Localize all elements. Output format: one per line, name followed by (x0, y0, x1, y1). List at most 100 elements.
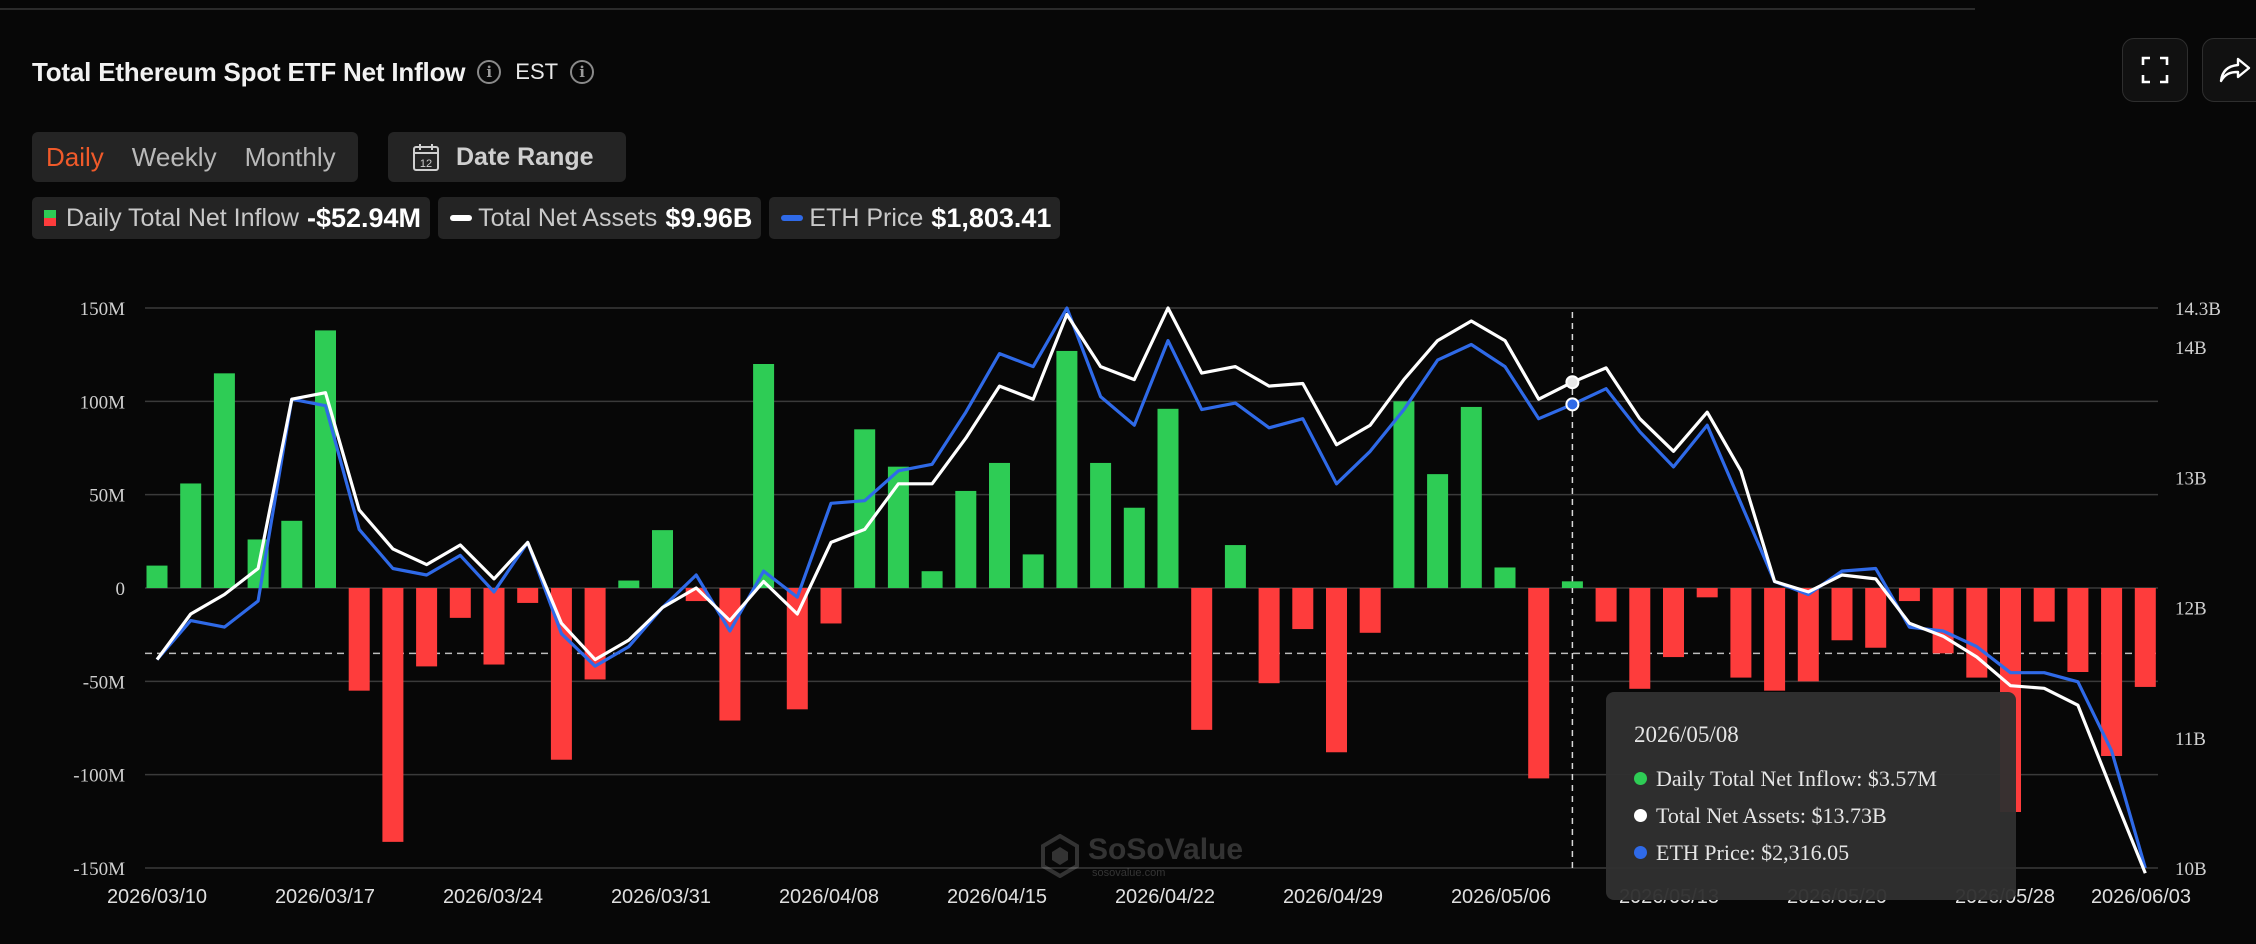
inflow-bar (2067, 588, 2089, 672)
series-lines (155, 306, 2147, 874)
inflow-bar (1022, 554, 1044, 588)
inflow-bar (1191, 588, 1213, 730)
left-tick-label: -150M (73, 859, 125, 880)
inflow-bar (315, 330, 336, 588)
inflow-bar (1561, 581, 1583, 588)
watermark-sub: sosovalue.com (1092, 867, 1166, 879)
price-marker (1565, 397, 1580, 412)
legend-inflow-name: Daily Total Net Inflow (66, 203, 299, 232)
legend-assets[interactable]: Total Net Assets $9.96B (438, 197, 762, 239)
inflow-bar (921, 571, 943, 588)
tooltip-assets: Total Net Assets: $13.73B (1656, 802, 1887, 828)
tooltip-inflow: Daily Total Net Inflow: $3.57M (1656, 765, 1937, 791)
inflow-bar (416, 588, 438, 667)
inflow-bar (1393, 401, 1415, 588)
inflow-bar (1528, 588, 1550, 779)
inflow-bar (449, 588, 471, 618)
inflow-bar (1932, 588, 1954, 654)
hover-markers (1565, 375, 1580, 412)
info-icon[interactable]: i (477, 60, 502, 84)
legend-inflow[interactable]: Daily Total Net Inflow -$52.94M (32, 197, 431, 239)
tab-daily[interactable]: Daily (46, 141, 104, 172)
legend: Daily Total Net Inflow -$52.94M Total Ne… (32, 197, 1068, 239)
price-swatch (781, 215, 804, 221)
tooltip-assets-row: Total Net Assets: $13.73B (1634, 797, 2016, 834)
assets-marker (1565, 375, 1580, 390)
watermark: SoSoValue sosovalue.com (1040, 833, 1243, 879)
assets-swatch (450, 215, 473, 221)
inflow-bar (652, 530, 673, 588)
inflow-bar (1898, 588, 1920, 602)
inflow-bar (213, 373, 235, 588)
inflow-bar (348, 588, 370, 691)
x-tick-label: 2026/03/17 (275, 886, 375, 908)
top-divider (0, 8, 1975, 10)
inflow-bar (1359, 588, 1381, 633)
chart-tooltip: 2026/05/08 Daily Total Net Inflow: $3.57… (1606, 692, 2016, 900)
left-tick-label: 0 (116, 579, 126, 600)
sosovalue-logo-icon (1041, 834, 1079, 878)
tooltip-date: 2026/05/08 (1634, 722, 1739, 747)
tab-monthly[interactable]: Monthly (244, 141, 336, 172)
inflow-bar (1494, 567, 1516, 588)
left-tick-label: -100M (73, 766, 125, 787)
legend-price[interactable]: ETH Price $1,803.41 (769, 197, 1061, 239)
share-button[interactable] (2202, 38, 2256, 102)
legend-price-value: $1,803.41 (931, 202, 1052, 233)
share-icon (2219, 57, 2251, 83)
x-tick-label: 2026/04/22 (1115, 886, 1215, 908)
inflow-bar (281, 520, 303, 588)
date-range-button[interactable]: 12 Date Range (388, 132, 626, 182)
inflow-bars (146, 330, 2156, 842)
x-tick-label: 2026/06/03 (2091, 886, 2191, 908)
inflow-bar (1292, 588, 1314, 630)
left-tick-label: 100M (80, 392, 126, 413)
inflow-swatch (44, 210, 56, 226)
timezone-info-icon[interactable]: i (570, 60, 595, 84)
expand-icon (2141, 56, 2169, 84)
tooltip-price: ETH Price: $2,316.05 (1656, 839, 1850, 865)
inflow-bar (1764, 588, 1786, 691)
x-tick-label: 2026/03/10 (107, 886, 207, 908)
legend-assets-name: Total Net Assets (478, 203, 658, 232)
inflow-bar (854, 429, 876, 588)
right-tick-label: 14.3B (2175, 299, 2221, 320)
axis-labels: 150M 100M 50M 0 -50M -100M -150M 14.3B 14B 13B 12B… (73, 299, 2221, 908)
right-tick-label: 12B (2175, 599, 2207, 620)
inflow-bar (180, 483, 202, 588)
inflow-bar (955, 490, 977, 588)
inflow-bar (2033, 588, 2055, 622)
fullscreen-button[interactable] (2122, 38, 2188, 102)
chart-header: Total Ethereum Spot ETF Net Inflow i EST… (32, 52, 595, 92)
inflow-bar (1865, 588, 1887, 648)
right-tick-label: 11B (2175, 729, 2206, 750)
inflow-bar (719, 588, 741, 721)
right-tick-label: 14B (2175, 338, 2207, 359)
tooltip-price-row: ETH Price: $2,316.05 (1634, 834, 2016, 871)
inflow-bar (382, 588, 404, 842)
inflow-bar (1123, 507, 1145, 588)
inflow-bar (1460, 406, 1482, 588)
x-tick-label: 2026/04/15 (947, 886, 1047, 908)
inflow-bar (1090, 462, 1112, 588)
x-tick-label: 2026/05/06 (1451, 886, 1551, 908)
inflow-bar (1056, 350, 1078, 588)
date-range-label: Date Range (456, 142, 594, 171)
total-net-assets-line (155, 306, 2147, 874)
inflow-bar (1629, 588, 1651, 689)
x-tick-label: 2026/03/24 (443, 886, 543, 908)
left-tick-label: 150M (80, 299, 126, 320)
tab-weekly[interactable]: Weekly (131, 141, 217, 172)
assets-dot (1634, 809, 1647, 822)
inflow-dot (1634, 772, 1647, 785)
inflow-bar (1663, 588, 1684, 658)
watermark-text: SoSoValue (1088, 833, 1244, 866)
inflow-bar (989, 462, 1010, 588)
inflow-bar (1595, 588, 1617, 622)
inflow-bar (1696, 588, 1718, 598)
inflow-bar (618, 580, 640, 588)
inflow-bar (753, 364, 775, 588)
inflow-bar (786, 588, 808, 710)
inflow-bar (1326, 588, 1347, 753)
legend-inflow-value: -$52.94M (306, 202, 422, 233)
